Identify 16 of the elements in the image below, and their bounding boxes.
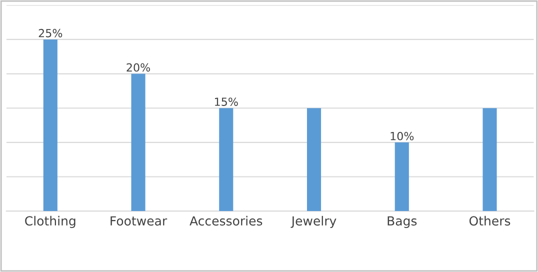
bar <box>43 39 58 212</box>
bar <box>306 108 322 212</box>
bar <box>219 108 234 212</box>
data-label: 15% <box>215 98 238 106</box>
x-tick-label: Clothing <box>25 216 76 228</box>
bar <box>131 74 146 212</box>
x-tick-label: Accessories <box>190 216 262 226</box>
x-tick-label: Footwear <box>110 216 168 226</box>
bar <box>394 142 409 212</box>
data-label: 25% <box>38 28 62 38</box>
data-label: 10% <box>390 132 414 140</box>
data-label: 20% <box>126 63 150 72</box>
bar <box>482 108 497 212</box>
x-tick-label: Jewelry <box>290 216 336 228</box>
x-tick-label: Others <box>469 216 510 226</box>
x-tick-label: Bags <box>388 216 417 228</box>
